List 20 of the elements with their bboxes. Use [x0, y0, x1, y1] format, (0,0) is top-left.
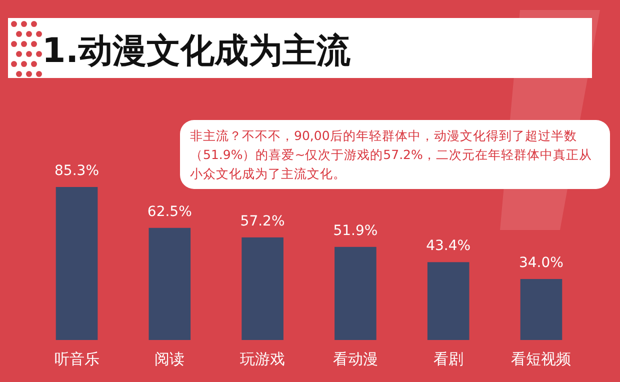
bar — [427, 262, 470, 340]
x-tick-label: 看短视频 — [511, 350, 572, 368]
chart-title: 1.动漫文化成为主流 — [42, 31, 352, 71]
bar — [148, 228, 191, 340]
bar — [520, 279, 562, 340]
x-tick-label: 看剧 — [433, 350, 464, 368]
data-label: 85.3% — [54, 163, 100, 179]
x-tick-label: 玩游戏 — [240, 350, 286, 368]
bar — [242, 237, 284, 340]
text: 非主流？不不不，90,00后的年轻群体中，动漫文化得到了超过半数（51.9%）的喜爱~仅次于游戏的57.2%，二次元在年轻群体中真正从小众文化成为了主流文化。 — [180, 120, 610, 189]
data-label: 43.4% — [426, 238, 471, 254]
x-tick-label: 阅读 — [154, 350, 185, 368]
data-label: 57.2% — [240, 213, 285, 230]
x-tick-label: 听音乐 — [54, 350, 100, 368]
data-label: 51.9% — [333, 222, 378, 239]
bar — [56, 187, 98, 340]
data-label: 62.5% — [147, 204, 192, 220]
x-tick-label: 看动漫 — [332, 350, 378, 368]
data-label: 34.0% — [518, 255, 564, 272]
bar — [334, 246, 376, 340]
